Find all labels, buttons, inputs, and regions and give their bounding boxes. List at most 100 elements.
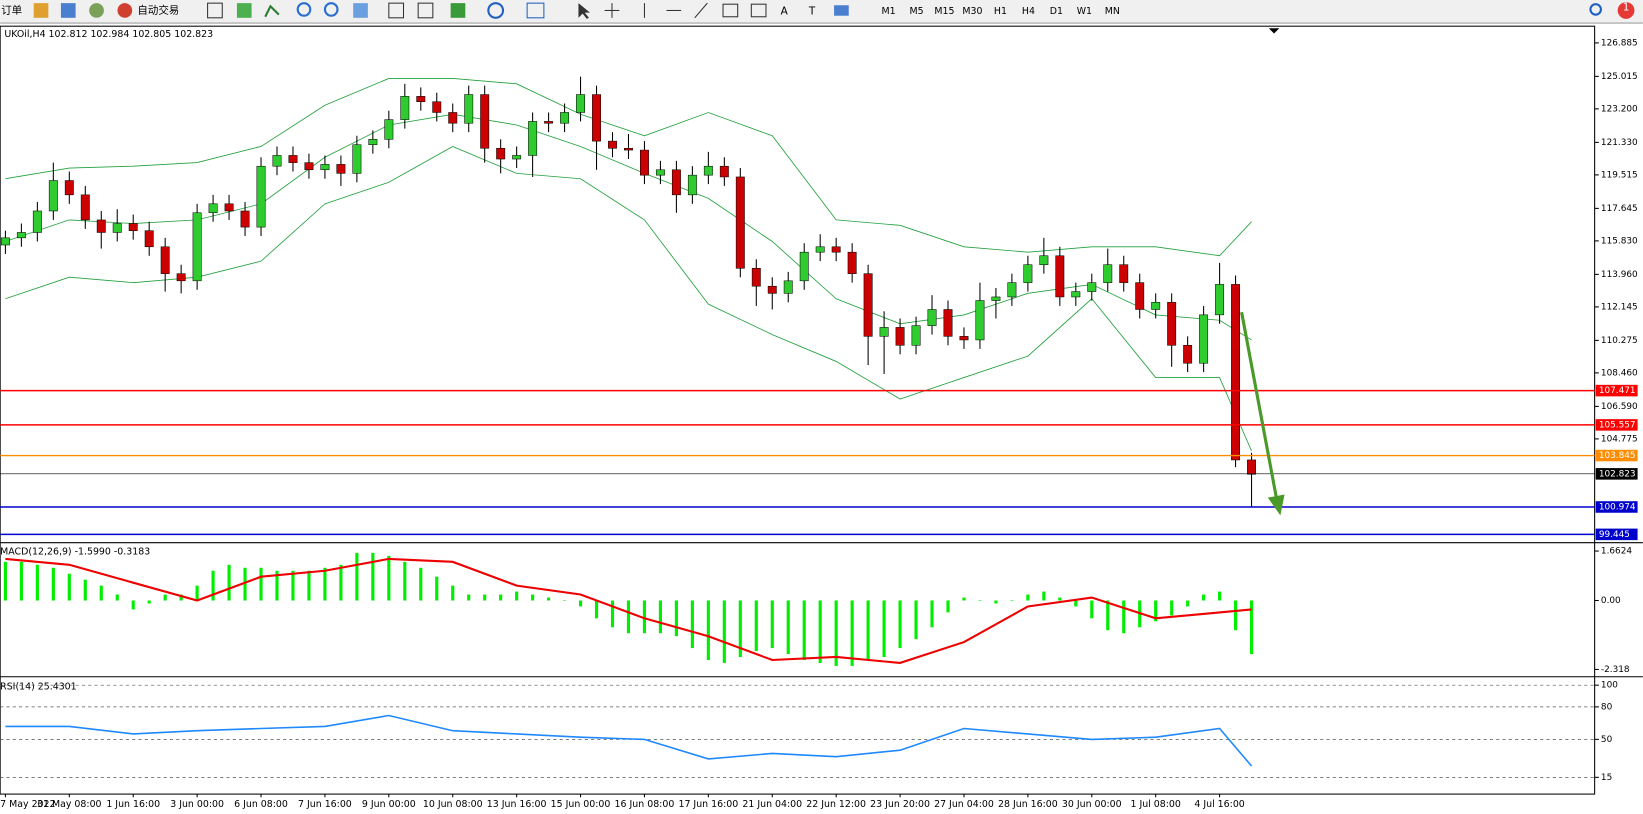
candle-body bbox=[719, 165, 729, 178]
macd-bar bbox=[547, 597, 551, 601]
order-button[interactable]: 订单 bbox=[1, 4, 22, 16]
icon[interactable] bbox=[526, 2, 545, 19]
x-tick-label: 1 Jul 08:00 bbox=[1130, 799, 1180, 810]
macd-bar bbox=[563, 600, 567, 602]
candle-body bbox=[96, 219, 106, 233]
candle-body bbox=[560, 112, 570, 124]
candle-body bbox=[847, 251, 857, 274]
auto-trade-button[interactable]: 自动交易 bbox=[137, 3, 179, 16]
macd-bar bbox=[355, 552, 359, 601]
candle-body bbox=[975, 300, 985, 341]
label-tool[interactable]: T bbox=[808, 6, 816, 18]
candle-body bbox=[80, 194, 90, 221]
candle-body bbox=[496, 148, 506, 160]
search-icon[interactable] bbox=[1589, 3, 1602, 16]
macd-bar bbox=[467, 594, 471, 601]
icon[interactable] bbox=[33, 3, 49, 18]
candle-body bbox=[592, 94, 601, 142]
candle-body bbox=[432, 101, 442, 113]
y-tick-label: 123.200 bbox=[1601, 104, 1638, 114]
timeframe-button[interactable]: MN bbox=[1105, 6, 1120, 17]
x-tick-label: 6 Jun 08:00 bbox=[234, 799, 288, 810]
macd-bar bbox=[259, 567, 263, 601]
icon[interactable] bbox=[236, 3, 252, 18]
icon[interactable] bbox=[750, 3, 767, 18]
cursor-icon[interactable] bbox=[578, 3, 590, 19]
icon[interactable] bbox=[487, 2, 505, 19]
candle-body bbox=[943, 309, 953, 337]
y-tick-label: 126.885 bbox=[1601, 38, 1638, 48]
icon[interactable] bbox=[722, 3, 739, 18]
timeframe-button[interactable]: D1 bbox=[1050, 6, 1063, 17]
macd-bar bbox=[371, 552, 375, 601]
timeframe-button[interactable]: H1 bbox=[994, 6, 1007, 17]
timeframe-button[interactable]: H4 bbox=[1022, 6, 1035, 17]
icon[interactable] bbox=[323, 2, 339, 17]
candle-body bbox=[240, 210, 250, 228]
macd-bar bbox=[435, 576, 439, 601]
bollinger-upper bbox=[5, 78, 1252, 257]
icon[interactable] bbox=[353, 3, 368, 18]
candle-body bbox=[16, 232, 26, 239]
timeframe-button[interactable]: M30 bbox=[962, 6, 982, 17]
macd-bar bbox=[51, 567, 55, 601]
candle-body bbox=[128, 223, 138, 231]
candle-body bbox=[687, 174, 697, 196]
macd-bar bbox=[1042, 591, 1046, 601]
y-tick-label: 108.460 bbox=[1601, 368, 1638, 378]
candle-body bbox=[448, 112, 458, 124]
timeframe-button[interactable]: M5 bbox=[909, 6, 923, 17]
icon[interactable] bbox=[60, 3, 76, 18]
macd-bar bbox=[930, 600, 934, 628]
x-tick-label: 28 Jun 16:00 bbox=[998, 799, 1058, 810]
icon[interactable] bbox=[694, 2, 708, 19]
macd-bar bbox=[578, 600, 583, 607]
shift-marker bbox=[1268, 28, 1280, 34]
y-tick-label: 112.145 bbox=[1601, 302, 1638, 312]
icon[interactable] bbox=[388, 2, 405, 19]
y-tick-label: -2.318 bbox=[1601, 665, 1630, 675]
icon[interactable] bbox=[296, 2, 312, 17]
icon[interactable] bbox=[207, 2, 223, 19]
price-level-box bbox=[1595, 528, 1638, 541]
icon[interactable] bbox=[117, 3, 133, 18]
macd-bar bbox=[211, 570, 215, 601]
y-tick-label: 125.015 bbox=[1601, 72, 1638, 82]
macd-bar bbox=[1106, 600, 1110, 631]
macd-bar bbox=[1202, 594, 1206, 601]
macd-bar bbox=[1218, 591, 1222, 601]
bollinger-lower bbox=[5, 145, 1252, 452]
timeframe-button[interactable]: M15 bbox=[934, 6, 954, 17]
icon[interactable] bbox=[417, 2, 434, 19]
macd-bar bbox=[594, 600, 599, 619]
macd-bar bbox=[658, 600, 662, 634]
toolbar: 订单 自动交易 A T 1 bbox=[0, 0, 1643, 24]
notification-badge[interactable] bbox=[1617, 2, 1635, 19]
timeframe-button[interactable]: M1 bbox=[881, 6, 895, 17]
candle-body bbox=[304, 162, 314, 171]
price-level-label: 102.823 bbox=[1599, 469, 1636, 479]
macd-bar bbox=[786, 600, 790, 655]
price-level-label: 99.445 bbox=[1599, 530, 1630, 540]
macd-bar bbox=[674, 600, 678, 637]
macd-bar bbox=[1026, 594, 1030, 601]
icon[interactable] bbox=[450, 3, 466, 18]
price-level-box bbox=[1595, 419, 1638, 431]
candle-body bbox=[655, 169, 665, 176]
x-tick-label: 21 Jun 04:00 bbox=[742, 799, 802, 810]
macd-bar bbox=[898, 600, 902, 649]
text-tool[interactable]: A bbox=[781, 6, 789, 18]
x-tick-label: 13 Jun 16:00 bbox=[487, 799, 547, 810]
macd-bar bbox=[690, 600, 694, 649]
icon[interactable] bbox=[264, 4, 280, 18]
icon[interactable] bbox=[834, 5, 849, 16]
badge-count: 1 bbox=[1623, 1, 1630, 13]
macd-bar bbox=[1154, 600, 1158, 622]
candle-body bbox=[895, 327, 905, 346]
plot-layer: 126.885 125.015 123.200 121.330 119.515 117.6… bbox=[0, 38, 1638, 810]
icon[interactable] bbox=[89, 3, 104, 18]
timeframe-button[interactable]: W1 bbox=[1077, 6, 1092, 17]
price-level-box bbox=[1595, 468, 1638, 480]
macd-bar bbox=[882, 600, 886, 658]
candle-body bbox=[879, 327, 889, 337]
